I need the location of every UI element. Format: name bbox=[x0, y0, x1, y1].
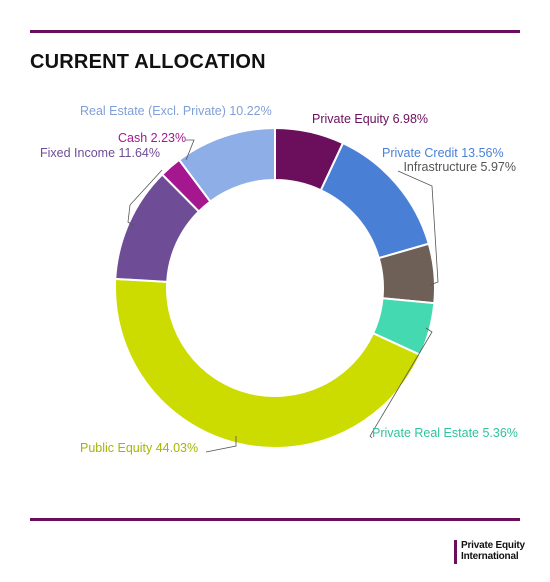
leader-line-fixed-income bbox=[127, 169, 163, 227]
bottom-rule bbox=[30, 518, 520, 521]
label-public-equity: Public Equity 44.03% bbox=[80, 441, 198, 455]
label-fixed-income: Fixed Income 11.64% bbox=[40, 146, 160, 160]
label-private-equity: Private Equity 6.98% bbox=[312, 112, 428, 126]
leader-line-cash bbox=[185, 139, 195, 161]
label-private-credit: Private Credit 13.56% bbox=[382, 146, 504, 160]
brand-logo: Private Equity International bbox=[454, 540, 525, 564]
brand-line-1: Private Equity bbox=[461, 540, 525, 551]
label-private-real-estate: Private Real Estate 5.36% bbox=[372, 426, 518, 440]
slice-public-equity bbox=[114, 277, 422, 449]
leader-line-public-equity bbox=[205, 436, 237, 453]
leader-line-private-real-estate bbox=[369, 327, 433, 439]
slice-real-estate-excl-private bbox=[177, 126, 276, 203]
label-cash: Cash 2.23% bbox=[118, 131, 186, 145]
leader-line-infrastructure bbox=[397, 170, 439, 286]
label-infrastructure: Infrastructure 5.97% bbox=[403, 160, 516, 174]
top-rule bbox=[30, 30, 520, 33]
label-real-estate-excl-private: Real Estate (Excl. Private) 10.22% bbox=[80, 104, 272, 118]
chart-title: CURRENT ALLOCATION bbox=[30, 51, 266, 73]
brand-line-2: International bbox=[461, 551, 519, 562]
